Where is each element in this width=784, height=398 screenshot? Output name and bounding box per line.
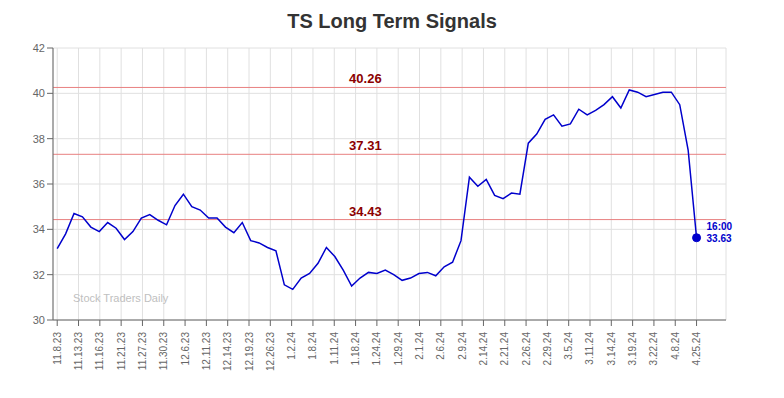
svg-text:34.43: 34.43 bbox=[349, 204, 382, 219]
svg-text:12.6.23: 12.6.23 bbox=[180, 332, 191, 366]
svg-text:12.19.23: 12.19.23 bbox=[244, 332, 255, 371]
html-text:TS Long Term Signals: TS Long Term Signals bbox=[287, 10, 497, 32]
svg-text:1.8.24: 1.8.24 bbox=[307, 332, 318, 360]
svg-text:1.11.24: 1.11.24 bbox=[329, 332, 340, 365]
svg-text:38: 38 bbox=[33, 133, 45, 145]
svg-text:3.5.24: 3.5.24 bbox=[563, 332, 574, 360]
svg-text:40: 40 bbox=[33, 87, 45, 99]
svg-text:1.2.24: 1.2.24 bbox=[286, 332, 297, 360]
svg-text:4.8.24: 4.8.24 bbox=[670, 332, 681, 360]
svg-text:4.25.24: 4.25.24 bbox=[691, 332, 702, 366]
svg-text:1.29.24: 1.29.24 bbox=[393, 332, 404, 366]
svg-text:3.19.24: 3.19.24 bbox=[627, 332, 638, 366]
svg-text:2.9.24: 2.9.24 bbox=[457, 332, 468, 360]
svg-text:40.26: 40.26 bbox=[349, 71, 382, 86]
svg-text:30: 30 bbox=[33, 314, 45, 326]
svg-text:16:0033.63: 16:0033.63 bbox=[707, 220, 733, 243]
html-text:Stock Traders Daily: Stock Traders Daily bbox=[73, 292, 169, 304]
svg-text:11.8.23: 11.8.23 bbox=[52, 332, 63, 365]
svg-text:37.31: 37.31 bbox=[349, 138, 382, 153]
svg-text:2.26.24: 2.26.24 bbox=[521, 332, 532, 366]
svg-text:2.14.24: 2.14.24 bbox=[478, 332, 489, 366]
svg-text:12.14.23: 12.14.23 bbox=[222, 332, 233, 371]
svg-text:36: 36 bbox=[33, 178, 45, 190]
svg-text:1.18.24: 1.18.24 bbox=[350, 332, 361, 366]
svg-text:34: 34 bbox=[33, 223, 45, 235]
svg-text:2.1.24: 2.1.24 bbox=[414, 332, 425, 360]
svg-text:12.11.23: 12.11.23 bbox=[201, 332, 212, 371]
svg-text:1.24.24: 1.24.24 bbox=[371, 332, 382, 366]
svg-text:2.21.24: 2.21.24 bbox=[499, 332, 510, 366]
svg-text:3.11.24: 3.11.24 bbox=[584, 332, 595, 365]
svg-text:11.27.23: 11.27.23 bbox=[137, 332, 148, 371]
svg-text:11.30.23: 11.30.23 bbox=[158, 332, 169, 371]
svg-text:12.26.23: 12.26.23 bbox=[265, 332, 276, 371]
svg-text:32: 32 bbox=[33, 269, 45, 281]
svg-text:2.29.24: 2.29.24 bbox=[542, 332, 553, 366]
svg-text:3.22.24: 3.22.24 bbox=[648, 332, 659, 366]
svg-text:2.6.24: 2.6.24 bbox=[435, 332, 446, 360]
svg-text:11.16.23: 11.16.23 bbox=[94, 332, 105, 371]
svg-text:11.21.23: 11.21.23 bbox=[116, 332, 127, 371]
svg-text:42: 42 bbox=[33, 42, 45, 54]
svg-text:3.14.24: 3.14.24 bbox=[606, 332, 617, 366]
svg-text:11.13.23: 11.13.23 bbox=[73, 332, 84, 371]
